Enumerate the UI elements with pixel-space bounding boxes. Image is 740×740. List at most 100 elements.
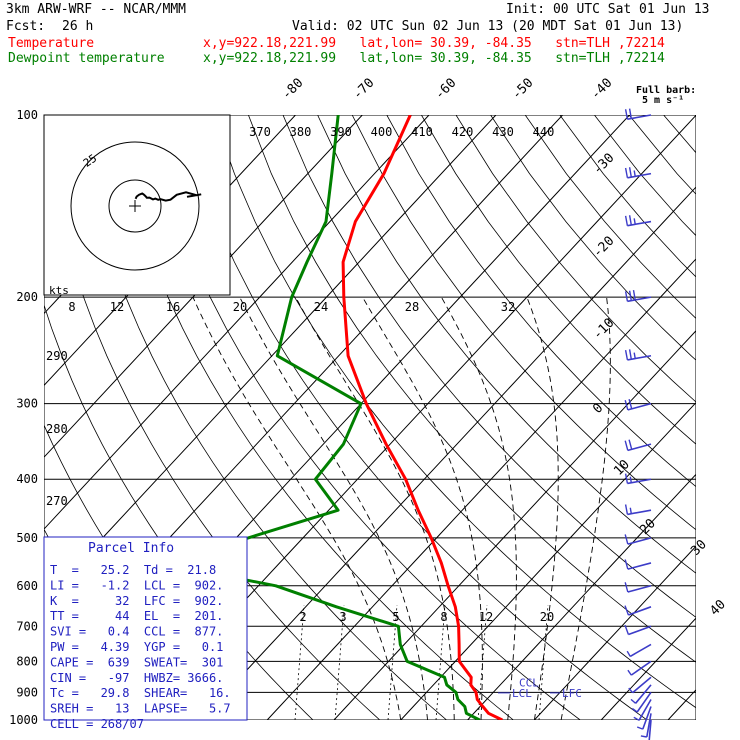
wind-barb-staff: [627, 537, 652, 545]
theta-label: 420: [452, 125, 474, 139]
wind-barb-flag: [628, 349, 632, 360]
wind-barb-staff: [629, 643, 652, 658]
wind-barb-staff: [627, 172, 652, 179]
wind-barb-staff: [627, 443, 652, 452]
pressure-tick-label: 600: [16, 579, 38, 593]
wind-barb-flag: [624, 559, 629, 570]
hodograph-ring: [70, 141, 200, 271]
init-time: Init: 00 UTC Sat 01 Jun 13: [506, 2, 710, 17]
hodograph-frame: [43, 114, 231, 296]
wind-barb-flag: [629, 476, 632, 483]
hodograph-ring: [108, 179, 162, 233]
isotherm-label: 30: [688, 537, 710, 559]
wind-barb-flag: [633, 170, 636, 177]
pressure-tick-label: 500: [16, 531, 38, 545]
wind-barb-flag: [624, 167, 629, 178]
mixing-ratio-label: 5: [392, 610, 399, 624]
dry-adiabat-line: [109, 115, 514, 720]
model-title: 3km ARW-WRF -- NCAR/MMM: [6, 2, 187, 17]
isotherm-line: [44, 115, 296, 387]
dry-adiabat-line: [490, 115, 696, 361]
theta-label: 380: [290, 125, 312, 139]
wind-barb: [624, 108, 652, 120]
temperature-profile-line: [341, 115, 503, 720]
wind-barb-flag: [626, 650, 631, 657]
wind-barb-staff: [636, 691, 652, 713]
mixing-ratio-label: 12: [479, 610, 493, 624]
pressure-tick-label: 100: [16, 108, 38, 122]
isotherm-label: -20: [590, 234, 617, 261]
wind-barb-flag: [633, 218, 636, 225]
parcel-info-row: CIN = -97 HWBZ= 3666.: [50, 671, 223, 685]
isotherm-label: -50: [509, 76, 536, 103]
hodograph-speed-label: 24: [314, 300, 328, 314]
mixing-ratio-label: 20: [540, 610, 554, 624]
hodograph-speed-label: 32: [501, 300, 515, 314]
moist-adiabat-line: [239, 296, 428, 720]
hodograph-speed-label: 12: [110, 300, 124, 314]
isotherm-line: [333, 330, 696, 720]
dry-adiabat-line: [386, 115, 696, 488]
wind-barb-flag: [628, 439, 633, 450]
wind-barb-staff: [628, 625, 652, 636]
dry-adiabat-line: [213, 115, 696, 709]
wind-barb: [624, 473, 652, 485]
parcel-info-row: CAPE = 639 SWEAT= 301: [50, 655, 223, 669]
moist-adiabat-line: [526, 296, 559, 720]
isotherm-line: [534, 545, 696, 720]
hodograph-speed-label: 16: [166, 300, 180, 314]
wind-barb-flag: [624, 473, 629, 484]
wind-barb-flag: [624, 582, 629, 593]
parcel-info-row: CELL = 268/07: [50, 717, 144, 731]
hodograph-speed-label: 8: [68, 300, 75, 314]
dry-adiabat-line: [144, 115, 581, 720]
wind-barb: [628, 676, 652, 694]
pressure-tick-label: 1000: [9, 713, 38, 727]
mixing-ratio-line: [435, 604, 446, 720]
wind-barb-flag: [624, 400, 629, 411]
wind-barb-staff: [627, 114, 652, 120]
pressure-tick-label: 900: [16, 685, 38, 699]
theta-label: 430: [492, 125, 514, 139]
pressure-tick-label: 300: [16, 397, 38, 411]
wind-barb-staff: [627, 354, 652, 361]
wind-barb-flag: [624, 349, 629, 361]
hodograph-trace: [134, 191, 202, 202]
wind-barb: [626, 643, 652, 658]
theta-label: 290: [46, 349, 68, 363]
dewpoint-location: x,y=922.18,221.99 lat,lon= 30.39, -84.35…: [203, 51, 665, 66]
isotherm-line: [266, 258, 696, 720]
isotherm-label: -60: [432, 76, 459, 103]
isotherm-line: [467, 473, 696, 720]
dry-adiabat-line: [524, 115, 696, 320]
wind-barb-flag: [628, 687, 634, 694]
wind-barb-flag: [631, 707, 638, 713]
wind-barb-flag: [624, 215, 629, 226]
isotherm-line: [600, 617, 696, 720]
isotherm-label: 40: [707, 597, 729, 619]
dry-adiabat-line: [455, 115, 696, 403]
isotherm-line: [44, 115, 430, 530]
wind-barb-flag: [629, 507, 632, 514]
parcel-info-title: Parcel Info: [88, 541, 174, 556]
pressure-tick-label: 800: [16, 654, 38, 668]
dry-adiabat-line: [178, 115, 648, 720]
temperature-legend: Temperature: [8, 36, 95, 51]
parcel-info-row: T = 25.2 Td = 21.8: [50, 563, 216, 577]
moist-adiabat-line: [295, 296, 455, 720]
parcel-info-row: K = 32 LFC = 902.: [50, 594, 223, 608]
isotherm-line: [44, 115, 363, 458]
wind-barb-flag: [624, 605, 630, 616]
theta-label: 370: [249, 125, 271, 139]
mixing-ratio-line: [477, 604, 488, 720]
wind-barb-flag: [624, 504, 629, 515]
parcel-info-box: [43, 536, 248, 721]
lcl-marker-label: LCL: [512, 687, 532, 700]
moist-adiabat-line: [560, 297, 611, 720]
theta-label: 390: [330, 125, 352, 139]
wind-barb: [624, 534, 652, 545]
theta-label: 280: [46, 422, 68, 436]
wind-barb-flag: [633, 716, 640, 721]
wind-barb-staff: [627, 296, 652, 303]
